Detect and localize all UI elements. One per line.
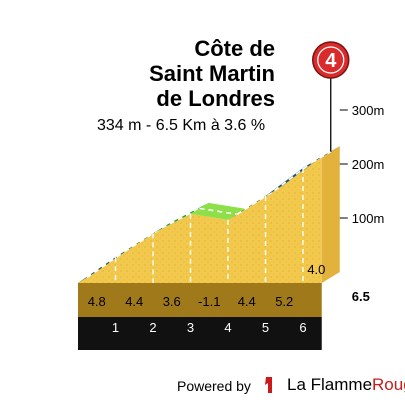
profile-ribbon-dash xyxy=(161,207,200,229)
profile-ribbon-dash xyxy=(199,207,238,216)
brand-part-1: La Flamme xyxy=(287,375,373,394)
climb-number-badge-ring xyxy=(317,46,345,74)
brand-part-2: Rouge xyxy=(372,375,405,394)
climb-number: 4 xyxy=(325,50,337,72)
y-tick-label: 200m xyxy=(352,157,385,172)
profile-ribbon-dash xyxy=(311,150,332,164)
profile-ribbon-dash xyxy=(274,161,313,192)
km-tick-label: 5 xyxy=(262,320,269,335)
profile-ribbon-dash xyxy=(86,250,125,279)
profile-base-band xyxy=(78,317,322,350)
profile-ribbon-dash xyxy=(236,189,275,215)
gradient-label: 4.8 xyxy=(88,294,106,309)
profile-area xyxy=(78,157,322,283)
flame-logo-icon xyxy=(265,377,272,393)
title-line-2: Saint Martin xyxy=(149,61,275,86)
gradient-label: 4.0 xyxy=(307,262,325,277)
km-tick-label: 1 xyxy=(112,320,119,335)
powered-by-label: Powered by xyxy=(177,378,251,394)
profile-side-face xyxy=(321,146,340,283)
title-line-1: Côte de xyxy=(194,36,275,61)
gradient-label: 4.4 xyxy=(238,294,256,309)
gradient-label: 5.2 xyxy=(275,294,293,309)
brand-name: La FlammeRouge xyxy=(287,375,405,395)
km-tick-label: 2 xyxy=(149,320,156,335)
km-tick-label: 6 xyxy=(299,320,306,335)
km-tick-label: 4 xyxy=(224,320,231,335)
gradient-label: -1.1 xyxy=(198,294,220,309)
end-distance-label: 6.5 xyxy=(352,289,370,304)
profile-base-front xyxy=(78,283,322,317)
title-line-3: de Londres xyxy=(156,86,275,111)
y-tick-label: 100m xyxy=(352,211,385,226)
y-tick-label: 300m xyxy=(352,103,385,118)
climb-summary: 334 m - 6.5 Km à 3.6 % xyxy=(97,117,266,134)
km-tick-label: 3 xyxy=(187,320,194,335)
gradient-label: 3.6 xyxy=(163,294,181,309)
gradient-label: 4.4 xyxy=(125,294,143,309)
